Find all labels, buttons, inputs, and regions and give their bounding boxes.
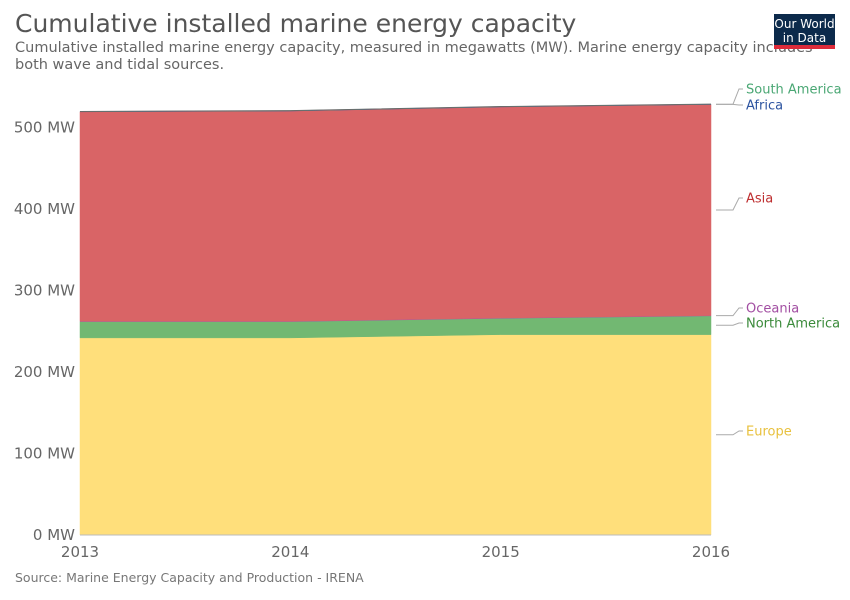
chart-source: Source: Marine Energy Capacity and Produ… [15,570,364,585]
leader-line-north-america [716,322,743,326]
y-tick-label-200: 200 MW [14,363,75,381]
x-tick-label-2014: 2014 [271,543,309,561]
y-tick-label-100: 100 MW [14,445,75,463]
x-tick-label-2015: 2015 [482,543,520,561]
series-label-south-america: South America [746,83,842,98]
series-label-north-america: North America [746,317,840,332]
series-label-europe: Europe [746,425,792,440]
area-europe [79,334,712,536]
y-tick-label-300: 300 MW [14,282,75,300]
chart-title: Cumulative installed marine energy capac… [15,9,577,38]
x-tick-label-2013: 2013 [61,543,99,561]
series-label-africa: Africa [746,99,783,114]
chart-subtitle: Cumulative installed marine energy capac… [15,40,813,73]
area-asia [79,104,712,322]
y-tick-label-400: 400 MW [14,200,75,218]
owid-logo[interactable]: Our World in Data [774,14,835,49]
series-label-asia: Asia [746,192,773,207]
area-top-outline [79,103,712,112]
leader-line-oceania [716,307,743,317]
series-label-oceania: Oceania [746,302,799,317]
leader-line-south-america [716,88,743,105]
y-tick-label-500: 500 MW [14,119,75,137]
x-tick-label-2016: 2016 [692,543,730,561]
leader-line-europe [716,430,743,436]
y-tick-label-0: 0 MW [33,526,75,544]
logo-line-2: in Data [782,31,827,45]
logo-line-1: Our World [774,17,835,31]
leader-line-asia [716,197,743,211]
